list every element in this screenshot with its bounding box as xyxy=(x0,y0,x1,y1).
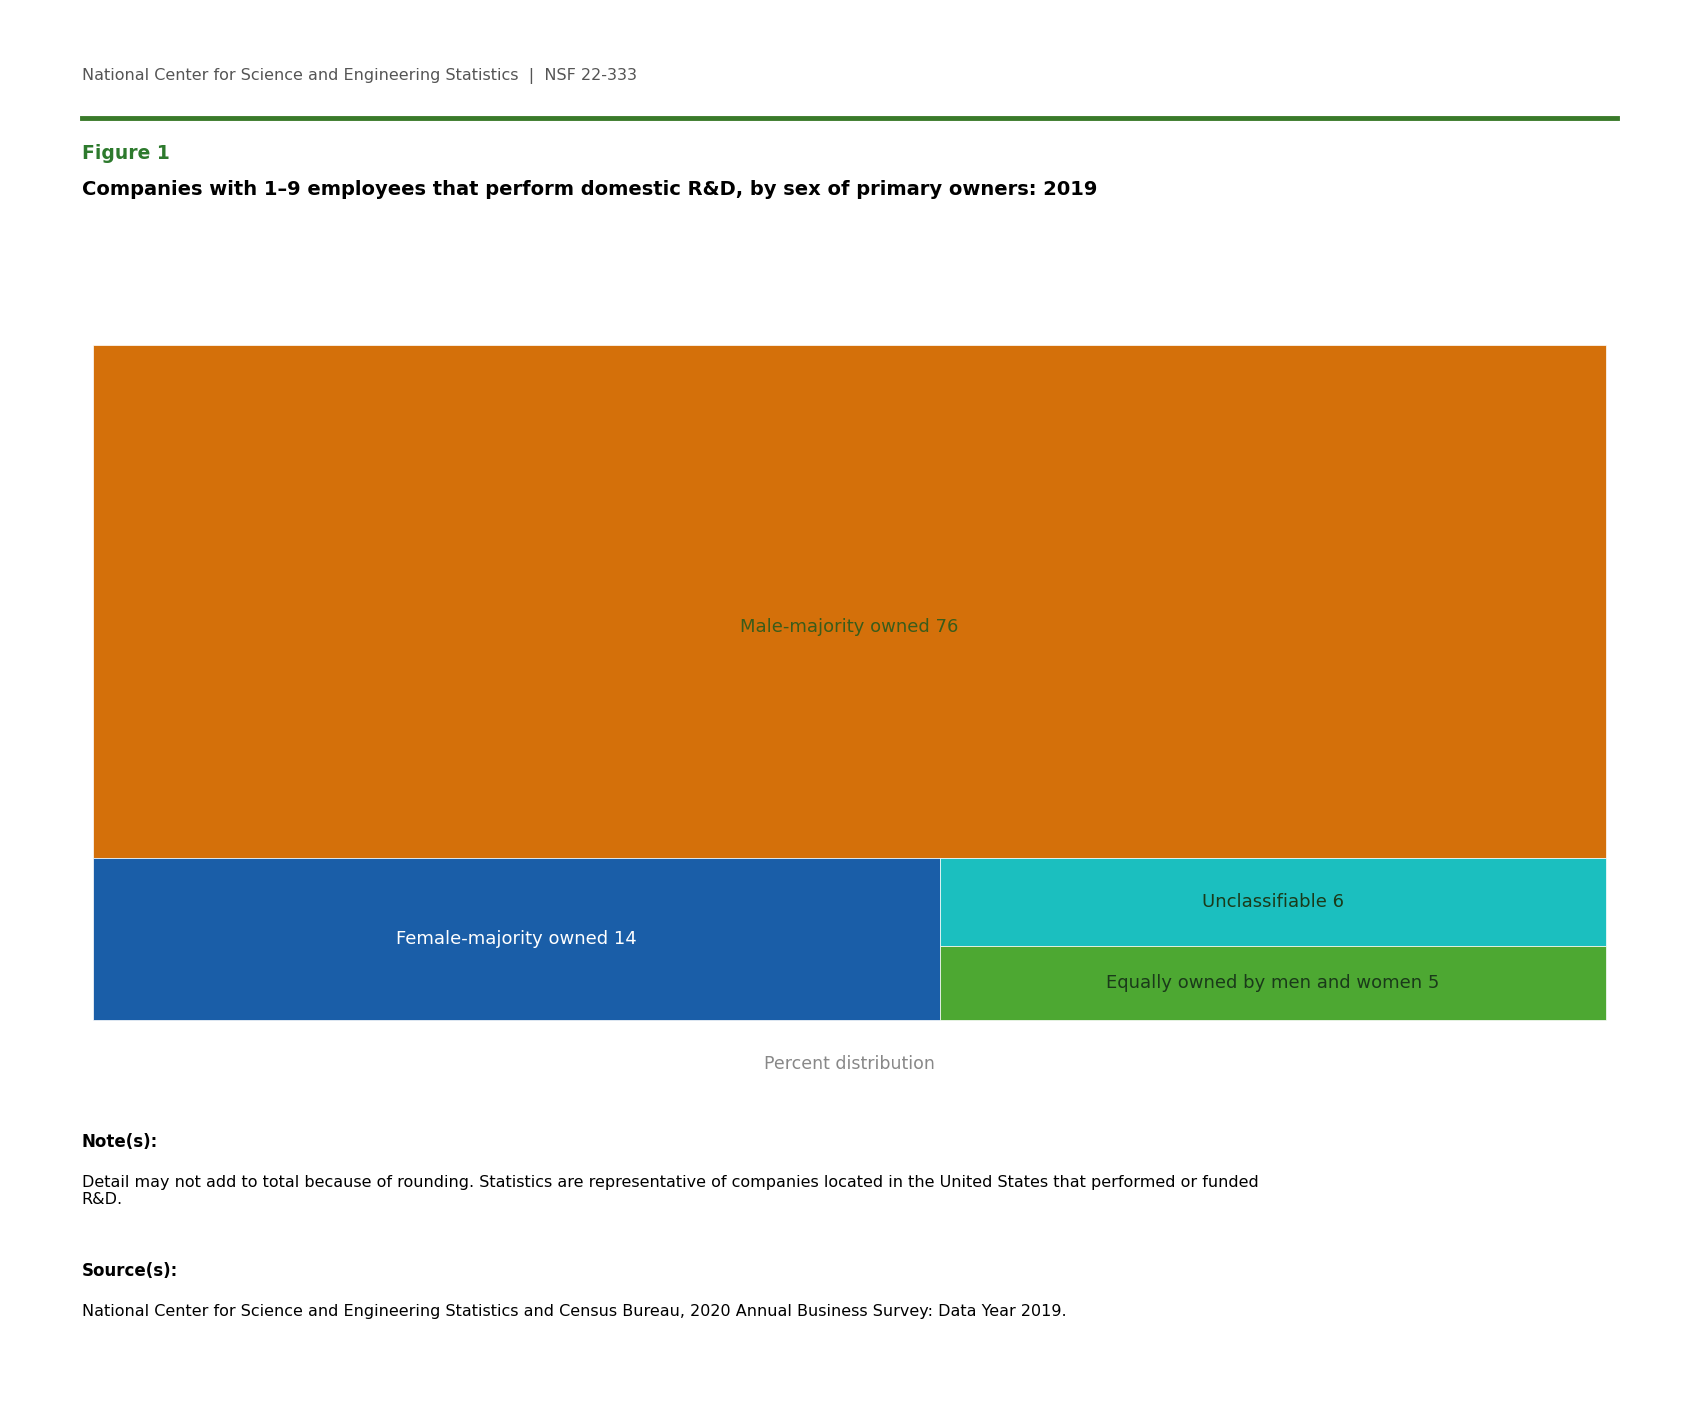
Bar xyxy=(93,345,1605,858)
Text: Percent distribution: Percent distribution xyxy=(764,1055,934,1074)
Text: Companies with 1–9 employees that perform domestic R&D, by sex of primary owners: Companies with 1–9 employees that perfor… xyxy=(82,180,1097,200)
Text: Figure 1: Figure 1 xyxy=(82,144,170,163)
Text: Female-majority owned 14: Female-majority owned 14 xyxy=(396,930,637,948)
Text: National Center for Science and Engineering Statistics  |  NSF 22-333: National Center for Science and Engineer… xyxy=(82,68,637,83)
Bar xyxy=(93,858,939,1020)
Text: Male-majority owned 76: Male-majority owned 76 xyxy=(740,618,958,636)
Text: National Center for Science and Engineering Statistics and Census Bureau, 2020 A: National Center for Science and Engineer… xyxy=(82,1304,1066,1320)
Bar xyxy=(939,947,1605,1020)
Text: Unclassifiable 6: Unclassifiable 6 xyxy=(1200,893,1343,912)
Text: Source(s):: Source(s): xyxy=(82,1262,178,1280)
Bar xyxy=(939,858,1605,947)
Text: Detail may not add to total because of rounding. Statistics are representative o: Detail may not add to total because of r… xyxy=(82,1175,1258,1207)
Text: Note(s):: Note(s): xyxy=(82,1133,158,1151)
Text: Equally owned by men and women 5: Equally owned by men and women 5 xyxy=(1105,974,1438,992)
